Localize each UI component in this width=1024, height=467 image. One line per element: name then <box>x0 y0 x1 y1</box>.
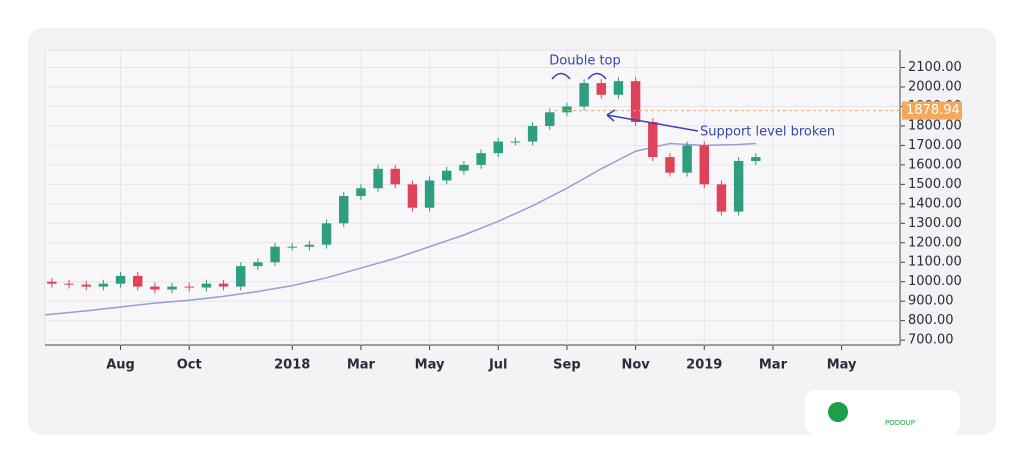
marks <box>44 77 761 316</box>
grid <box>45 50 900 345</box>
candle-body <box>733 160 744 212</box>
candle-body <box>407 184 418 208</box>
x-tick-label: Sep <box>553 358 581 373</box>
candle-body <box>545 112 555 126</box>
candle-body <box>510 141 521 143</box>
x-tick-label: Oct <box>177 358 202 373</box>
candle-body <box>356 188 366 197</box>
candle-body <box>699 145 709 185</box>
x-tick-label: May <box>415 358 445 373</box>
x-tick-label: Nov <box>621 358 650 373</box>
x-tick-label: Aug <box>106 358 135 373</box>
x-tick-label: Jul <box>488 358 508 373</box>
logo-box <box>805 390 960 435</box>
candle-body <box>150 286 160 290</box>
x-tick-label: 2019 <box>686 358 722 373</box>
candle-body <box>648 122 658 158</box>
candle-body <box>321 223 332 245</box>
candle-body <box>218 283 229 287</box>
candle-body <box>442 170 452 181</box>
y-tick-label: 1500.00 <box>908 177 962 192</box>
candle-body <box>665 157 675 173</box>
y-tick-label: 800.00 <box>908 313 954 328</box>
y-tick-label: 1100.00 <box>908 255 962 270</box>
candle-body <box>751 157 761 161</box>
support-label: 1878.94 <box>906 103 960 118</box>
y-tick-label: 1800.00 <box>908 118 962 133</box>
candle-body <box>562 106 572 113</box>
logo-icon <box>828 402 848 422</box>
logo: PODOUP <box>885 419 915 427</box>
candle-body <box>579 83 589 107</box>
candle-body <box>47 281 57 284</box>
annotation: Support level broken <box>700 125 835 140</box>
candle-body <box>596 83 606 95</box>
candle-body <box>64 283 74 285</box>
candle-body <box>115 275 126 284</box>
double-top-arcs <box>551 72 607 80</box>
x-tick-label: 2018 <box>274 358 310 373</box>
candle-body <box>184 286 194 288</box>
y-tick-label: 2000.00 <box>908 79 962 94</box>
candle-body <box>81 284 91 287</box>
candle-body <box>253 262 263 267</box>
candle-body <box>390 168 400 185</box>
candle-body <box>236 266 246 287</box>
candle-body <box>270 246 280 263</box>
x-tick-label: May <box>827 358 857 373</box>
candle-body <box>459 164 469 171</box>
candle-body <box>287 246 297 248</box>
candle-body <box>527 125 538 142</box>
y-tick-label: 1200.00 <box>908 235 962 250</box>
y-tick-label: 1600.00 <box>908 157 962 172</box>
candle-body <box>98 283 109 287</box>
x-tick-label: Mar <box>347 358 376 373</box>
candle-body <box>424 180 435 208</box>
candle-body <box>682 145 692 173</box>
arrow <box>606 109 699 132</box>
candle-body <box>132 275 143 287</box>
candle-body <box>373 168 383 189</box>
candle-body <box>201 283 212 288</box>
y-tick-label: 900.00 <box>908 294 954 309</box>
y-tick-label: 1000.00 <box>908 274 962 289</box>
candle-body <box>630 81 641 123</box>
candle-body <box>167 286 177 290</box>
y-tick-label: 1700.00 <box>908 138 962 153</box>
annotation: Double top <box>549 54 621 69</box>
candle-body <box>476 153 486 165</box>
x-tick-label: Mar <box>759 358 788 373</box>
y-tick-label: 1300.00 <box>908 216 962 231</box>
y-tick-label: 700.00 <box>908 333 954 348</box>
candle-body <box>613 81 624 95</box>
candle-body <box>716 184 727 212</box>
y-tick-label: 1400.00 <box>908 196 962 211</box>
candle-body <box>493 141 503 154</box>
support-label-box <box>902 101 962 120</box>
candle-body <box>339 196 349 224</box>
candle-body <box>304 244 315 247</box>
y-tick-label: 2100.00 <box>908 60 962 75</box>
